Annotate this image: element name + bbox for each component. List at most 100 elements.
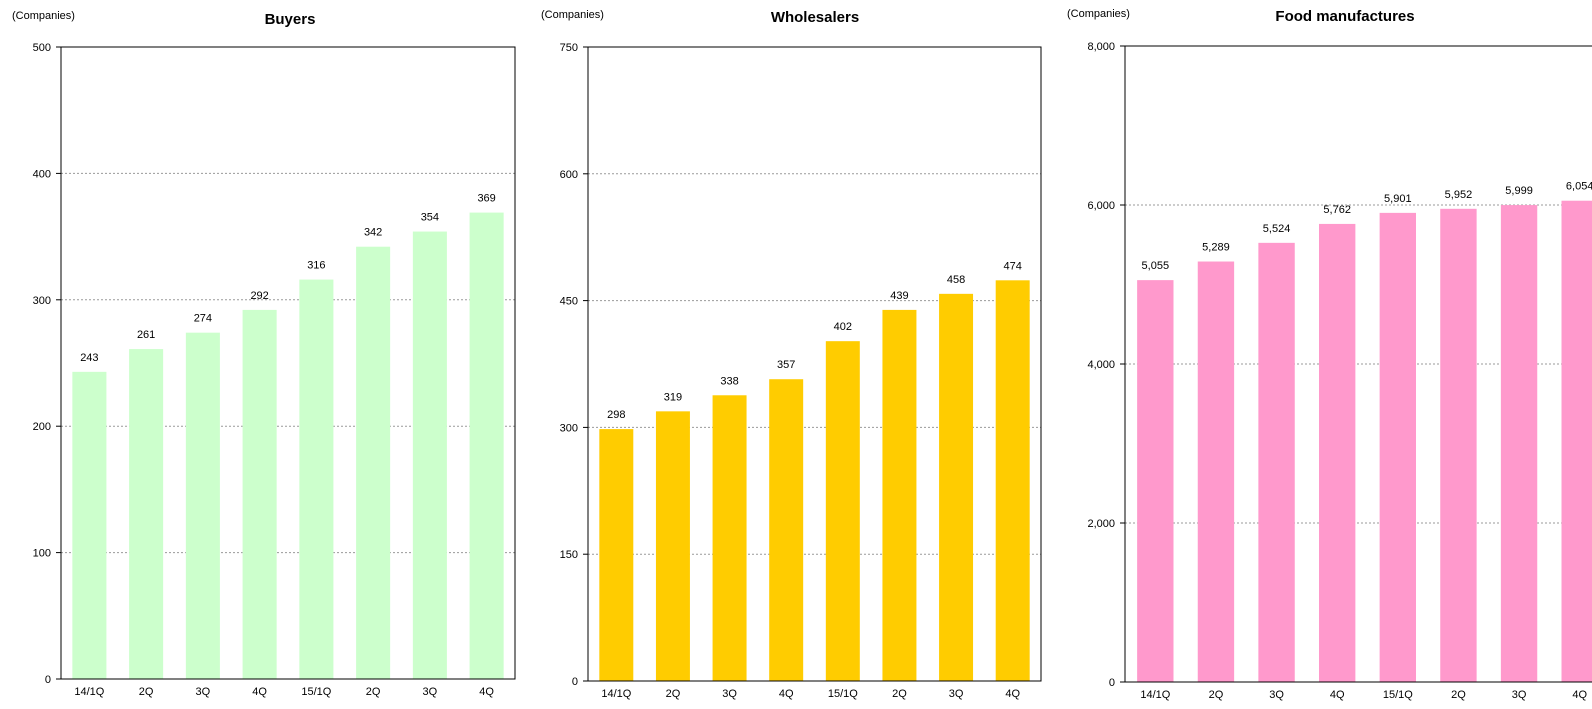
bar-2: [655, 411, 690, 681]
bar-2: [129, 349, 164, 679]
data-label-3: 5,524: [1263, 223, 1291, 235]
data-label-1: 298: [607, 409, 625, 421]
data-label-5: 5,901: [1384, 193, 1412, 205]
x-tick-label-6: 2Q: [892, 688, 907, 700]
bar-8: [995, 280, 1030, 681]
data-label-6: 5,952: [1445, 189, 1473, 201]
data-label-4: 292: [250, 290, 268, 302]
data-label-2: 319: [664, 391, 682, 403]
bar-7: [939, 293, 974, 681]
data-label-4: 357: [777, 359, 795, 371]
x-tick-label-2: 2Q: [139, 686, 154, 698]
x-tick-label-3: 3Q: [722, 688, 737, 700]
x-tick-label-7: 3Q: [423, 686, 438, 698]
bar-8: [1561, 200, 1592, 682]
x-tick-label-4: 4Q: [252, 686, 267, 698]
data-label-2: 5,289: [1202, 242, 1230, 254]
y-tick-label: 0: [1109, 677, 1115, 689]
x-tick-label-7: 3Q: [949, 688, 964, 700]
chart-title: Buyers: [265, 11, 316, 28]
chart-panel-3: Food manufactures (Companies) 0 2,000 4,000 6…: [1067, 8, 1592, 701]
bar-1: [599, 429, 634, 681]
y-tick-label: 8,000: [1087, 41, 1115, 53]
data-label-7: 354: [421, 212, 439, 224]
x-tick-label-8: 4Q: [1005, 688, 1020, 700]
x-tick-label-5: 15/1Q: [828, 688, 858, 700]
x-tick-label-1: 14/1Q: [601, 688, 631, 700]
y-tick-label: 300: [560, 422, 578, 434]
bar-4: [242, 309, 277, 679]
data-label-4: 5,762: [1323, 204, 1351, 216]
y-tick-label: 500: [33, 42, 51, 54]
bar-8: [469, 212, 504, 680]
x-tick-label-2: 2Q: [666, 688, 681, 700]
data-label-3: 274: [194, 313, 212, 325]
x-tick-label-1: 14/1Q: [1140, 689, 1170, 701]
x-tick-label-2: 2Q: [1209, 689, 1224, 701]
chart-title: Food manufactures: [1275, 8, 1414, 25]
x-tick-label-8: 4Q: [1572, 689, 1587, 701]
data-label-2: 261: [137, 329, 155, 341]
bar-1: [1137, 280, 1174, 682]
chart-panel-2: Wholesalers (Companies) 0 150 300 450 600 750 29…: [541, 9, 1042, 700]
plot-frame: [587, 46, 1042, 682]
x-tick-label-3: 3Q: [1269, 689, 1284, 701]
data-label-7: 5,999: [1505, 185, 1533, 197]
y-unit-label: (Companies): [1067, 8, 1130, 20]
x-tick-label-7: 3Q: [1512, 689, 1527, 701]
y-tick-label: 750: [560, 42, 578, 54]
bar-2: [1197, 261, 1235, 682]
data-label-8: 474: [1004, 260, 1022, 272]
y-tick-label: 200: [33, 421, 51, 433]
data-label-1: 5,055: [1142, 260, 1170, 272]
plot-frame: [60, 46, 516, 680]
x-tick-label-6: 2Q: [1451, 689, 1466, 701]
data-label-6: 342: [364, 227, 382, 239]
bar-4: [1319, 223, 1356, 682]
x-tick-label-5: 15/1Q: [1383, 689, 1413, 701]
bar-5: [825, 341, 860, 681]
data-label-1: 243: [80, 352, 98, 364]
y-tick-label: 6,000: [1087, 200, 1115, 212]
chart-panel-1: Buyers (Companies) 0 100 200 300 400 500 243 14/1…: [12, 10, 516, 698]
bar-7: [1500, 205, 1538, 682]
bar-6: [1440, 208, 1477, 683]
y-unit-label: (Companies): [12, 10, 75, 22]
x-tick-label-4: 4Q: [1330, 689, 1345, 701]
y-tick-label: 100: [33, 548, 51, 560]
data-label-8: 6,054: [1566, 181, 1592, 193]
y-tick-label: 400: [33, 168, 51, 180]
bar-5: [299, 279, 334, 679]
data-label-5: 316: [307, 260, 325, 272]
y-unit-label: (Companies): [541, 9, 604, 21]
bar-3: [712, 395, 747, 681]
x-tick-label-4: 4Q: [779, 688, 794, 700]
bar-5: [1379, 212, 1416, 683]
y-tick-label: 150: [560, 549, 578, 561]
y-tick-label: 0: [45, 674, 51, 686]
bar-4: [769, 379, 804, 681]
y-tick-label: 450: [560, 296, 578, 308]
x-tick-label-6: 2Q: [366, 686, 381, 698]
data-label-7: 458: [947, 274, 965, 286]
y-tick-label: 0: [572, 676, 578, 688]
chart-title: Wholesalers: [771, 9, 859, 26]
y-tick-label: 600: [560, 169, 578, 181]
bar-7: [412, 231, 447, 679]
data-label-6: 439: [890, 290, 908, 302]
data-label-3: 338: [720, 375, 738, 387]
x-tick-label-8: 4Q: [479, 686, 494, 698]
y-tick-label: 2,000: [1087, 518, 1115, 530]
data-label-8: 369: [477, 193, 495, 205]
bar-3: [1258, 242, 1295, 683]
x-tick-label-5: 15/1Q: [301, 686, 331, 698]
bar-1: [72, 371, 107, 679]
bar-6: [882, 309, 917, 681]
y-tick-label: 4,000: [1087, 359, 1115, 371]
bar-6: [356, 246, 391, 679]
y-tick-label: 300: [33, 295, 51, 307]
x-tick-label-1: 14/1Q: [74, 686, 104, 698]
bar-3: [185, 332, 220, 679]
x-tick-label-3: 3Q: [196, 686, 211, 698]
